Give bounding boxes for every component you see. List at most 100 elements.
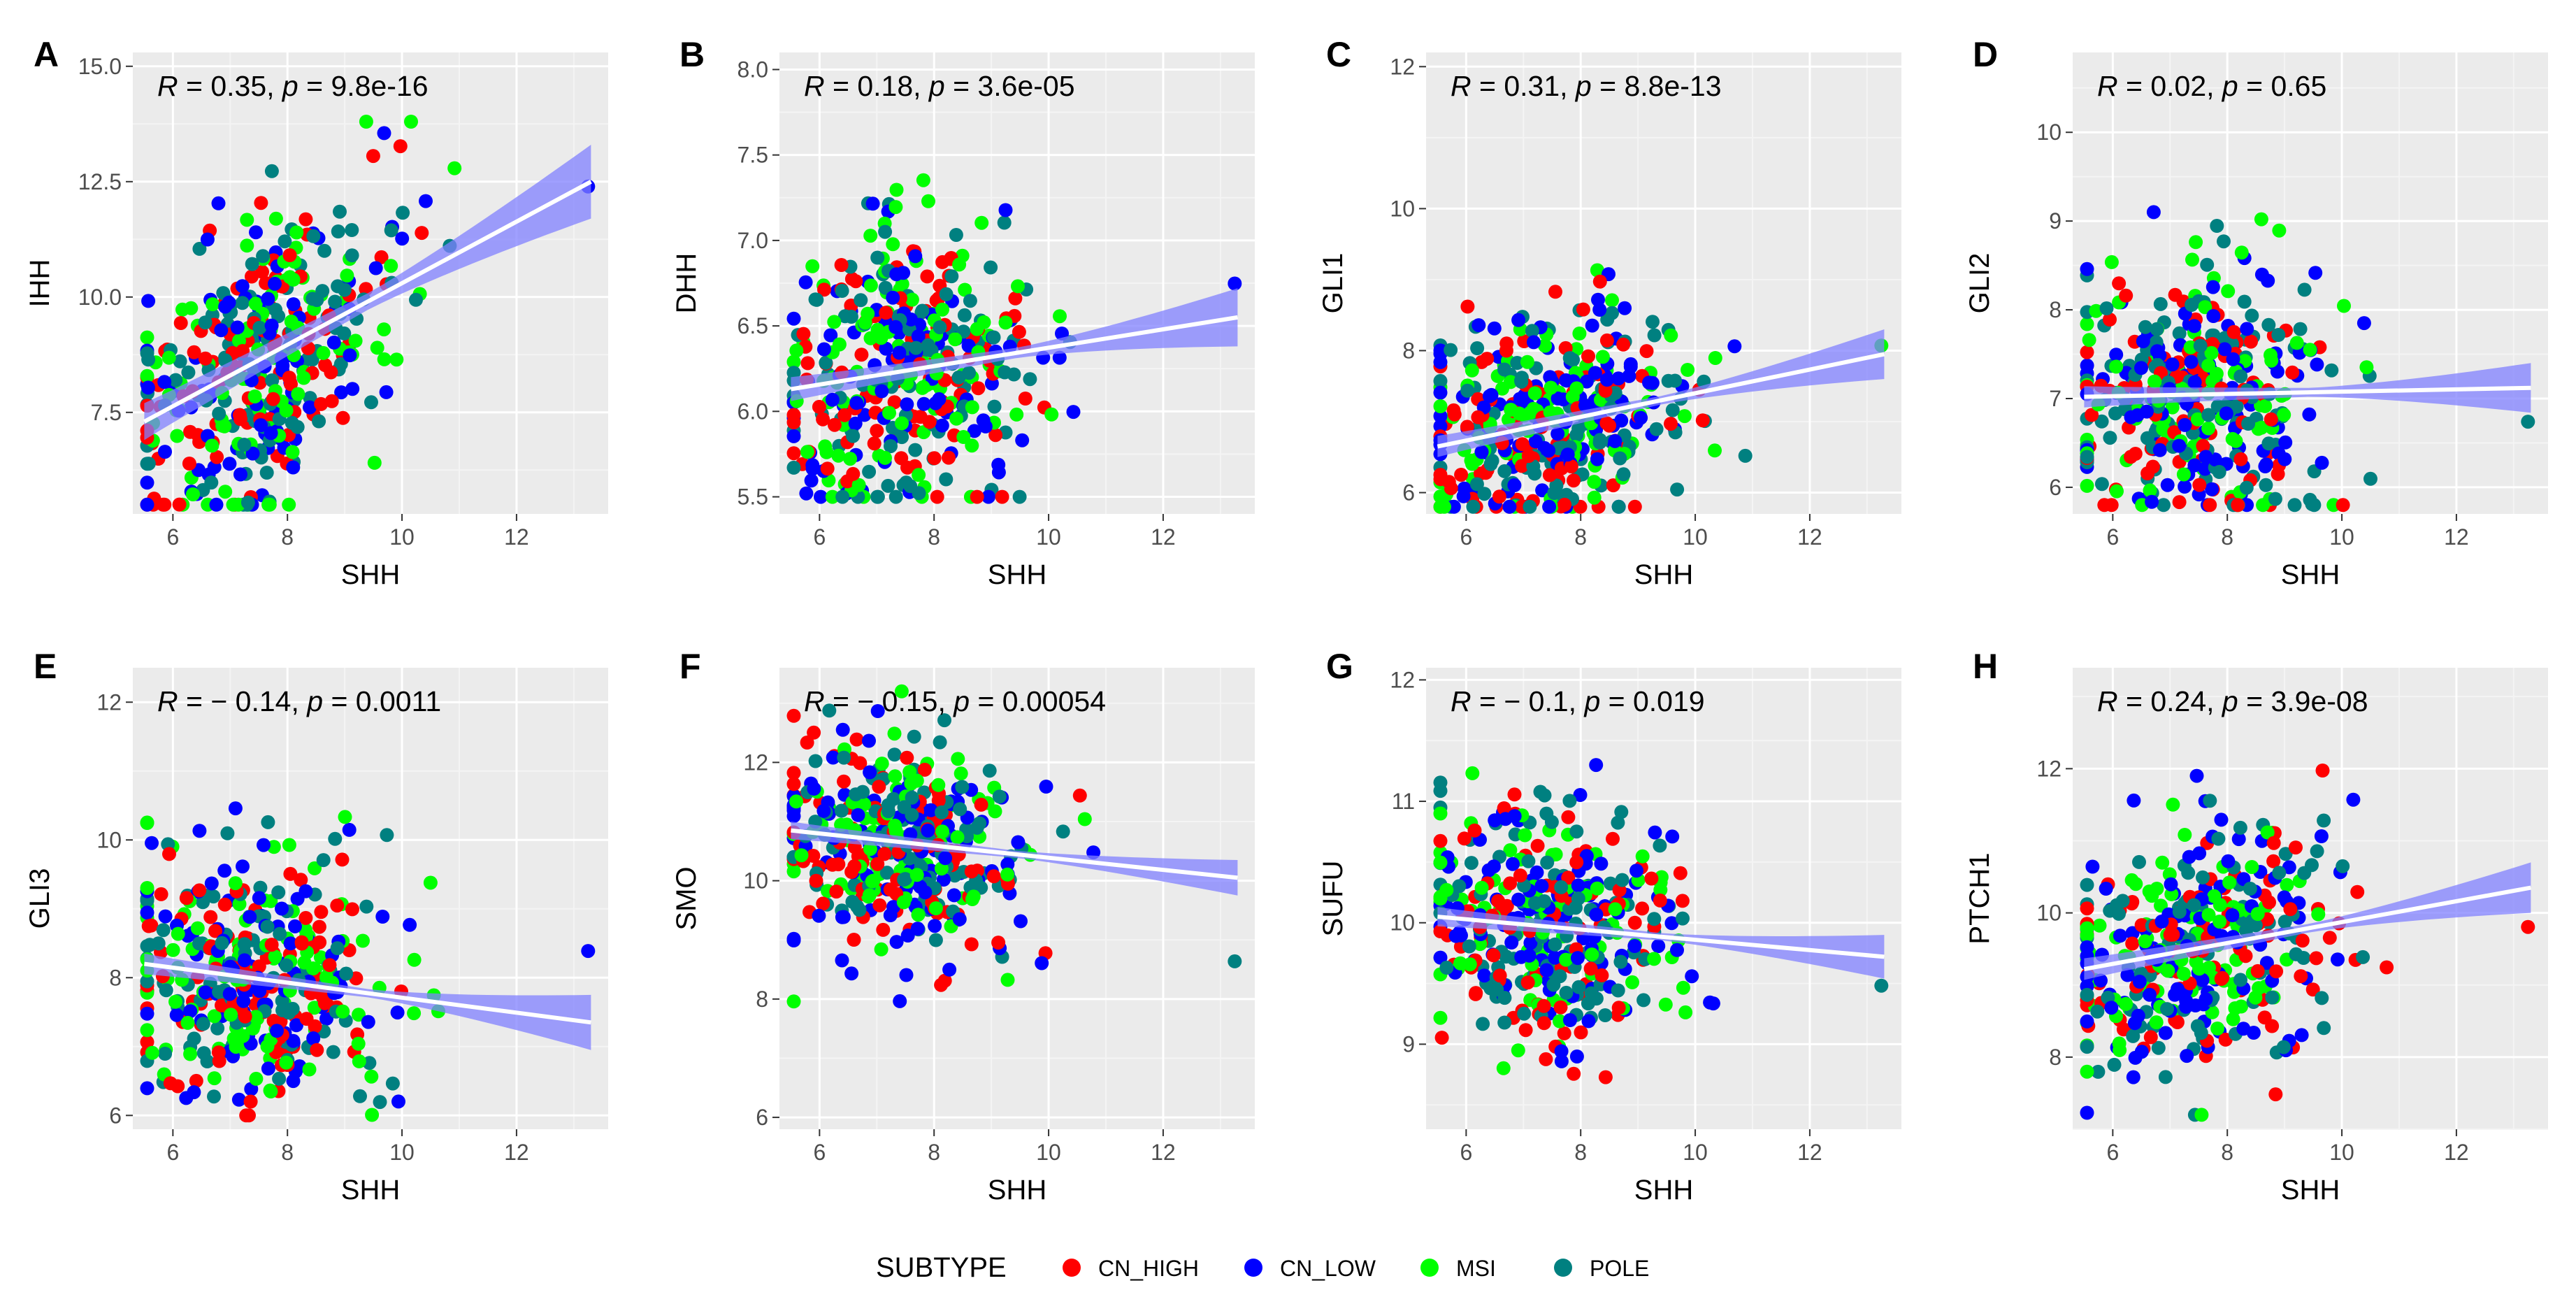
data-point xyxy=(2212,915,2227,929)
data-point xyxy=(183,424,197,439)
x-tick-label: 10 xyxy=(389,524,415,550)
data-point xyxy=(1595,968,1609,982)
data-point xyxy=(1589,758,1604,773)
data-point xyxy=(820,461,835,476)
data-point xyxy=(1579,374,1594,389)
data-point xyxy=(1433,472,1448,487)
data-point xyxy=(1559,952,1574,967)
y-tick-label: 10 xyxy=(1390,196,1415,221)
x-tick-label: 12 xyxy=(2444,1140,2469,1165)
data-point xyxy=(1492,489,1506,504)
data-point xyxy=(168,373,183,387)
x-tick-label: 6 xyxy=(166,1140,179,1165)
data-point xyxy=(333,357,348,371)
data-point xyxy=(161,350,176,365)
data-point xyxy=(916,380,930,394)
data-point xyxy=(322,958,337,973)
points-group xyxy=(1433,263,1889,514)
data-point xyxy=(935,255,950,269)
r-value: = 0.18, xyxy=(825,70,929,102)
data-point xyxy=(2337,299,2351,313)
data-point xyxy=(266,392,280,406)
data-point xyxy=(407,952,422,967)
x-tick-label: 8 xyxy=(2221,524,2233,550)
x-tick-label: 10 xyxy=(1683,1140,1708,1165)
data-point xyxy=(2150,322,2164,336)
data-point xyxy=(889,935,904,950)
x-tick-label: 6 xyxy=(166,524,179,550)
data-point xyxy=(2158,1026,2173,1040)
data-point xyxy=(972,816,987,831)
data-point xyxy=(407,1006,422,1021)
data-point xyxy=(1473,937,1488,952)
data-point xyxy=(816,412,830,427)
correlation-annotation: R = 0.02, p = 0.65 xyxy=(2097,70,2326,102)
data-point xyxy=(2180,1049,2194,1063)
data-point xyxy=(2119,288,2134,303)
data-point xyxy=(1518,1023,1533,1038)
data-point xyxy=(2204,345,2219,360)
data-point xyxy=(2080,1064,2094,1079)
data-point xyxy=(288,919,302,933)
data-point xyxy=(934,861,949,876)
p-value: = 0.019 xyxy=(1600,685,1704,717)
x-axis-title: SHH xyxy=(988,559,1046,590)
data-point xyxy=(1598,383,1613,398)
data-point xyxy=(1513,868,1527,883)
data-point xyxy=(384,259,398,273)
data-point xyxy=(951,752,965,766)
data-point xyxy=(298,884,313,898)
data-point xyxy=(886,791,901,806)
data-point xyxy=(2226,324,2241,339)
data-point xyxy=(361,1015,375,1029)
data-point xyxy=(863,765,877,780)
x-tick-label: 6 xyxy=(813,524,826,550)
data-point xyxy=(805,461,820,476)
data-point xyxy=(849,274,863,289)
data-point xyxy=(823,328,838,343)
data-point xyxy=(2094,973,2108,988)
data-point xyxy=(1611,371,1626,386)
data-point xyxy=(1448,929,1463,943)
data-point xyxy=(952,912,967,926)
r-value: = − 0.1, xyxy=(1472,685,1585,717)
data-point xyxy=(1627,915,1642,930)
y-tick-label: 12.5 xyxy=(78,169,122,194)
data-point xyxy=(1511,1043,1525,1058)
data-point xyxy=(279,1055,294,1070)
data-point xyxy=(807,782,821,796)
data-point xyxy=(395,231,410,246)
data-point xyxy=(324,365,338,380)
data-point xyxy=(140,1023,154,1038)
data-point xyxy=(1023,372,1037,387)
data-point xyxy=(888,200,903,215)
y-axis-title: GLI2 xyxy=(1964,253,1995,314)
data-point xyxy=(2080,921,2094,936)
data-point xyxy=(1571,891,1585,905)
y-axis-title: SMO xyxy=(671,866,702,930)
data-point xyxy=(2233,973,2247,987)
data-point xyxy=(1433,775,1448,790)
data-point xyxy=(141,919,156,933)
data-point xyxy=(324,394,339,408)
data-point xyxy=(268,950,282,964)
data-point xyxy=(299,1012,314,1026)
data-point xyxy=(1460,383,1475,398)
data-point xyxy=(305,292,320,306)
data-point xyxy=(337,282,352,297)
data-point xyxy=(856,785,870,799)
data-point xyxy=(863,331,878,345)
data-point xyxy=(2311,907,2326,922)
data-point xyxy=(846,429,861,443)
data-point xyxy=(2289,336,2304,350)
confidence-band xyxy=(144,145,591,440)
data-point xyxy=(1496,1061,1511,1075)
data-point xyxy=(879,306,893,320)
data-point xyxy=(1708,443,1722,458)
data-point xyxy=(1465,363,1479,378)
data-point xyxy=(2380,960,2394,975)
data-point xyxy=(786,408,801,422)
data-point xyxy=(967,424,981,438)
data-point xyxy=(1513,392,1527,407)
data-point xyxy=(228,876,243,891)
